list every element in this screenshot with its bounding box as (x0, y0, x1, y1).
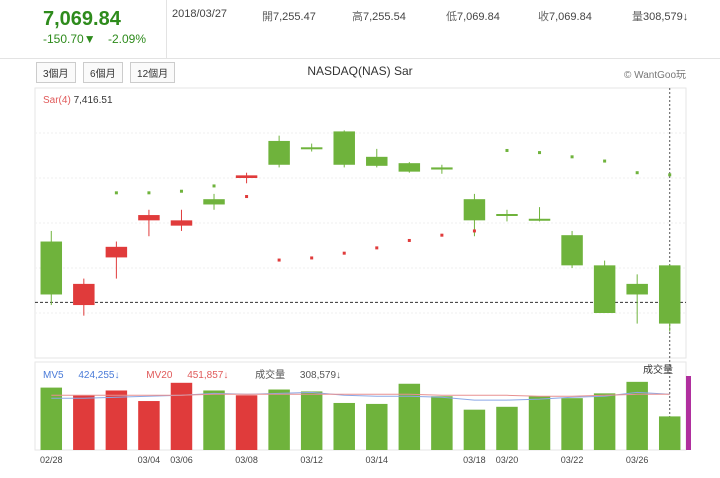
volume-bar (105, 390, 128, 450)
quote-summary: 7,069.84 -150.70▼ -2.09% (0, 0, 167, 58)
sar-dot (277, 258, 281, 262)
ma20-legend: MV20 451,857↓ (146, 370, 229, 381)
sar-dot (538, 151, 542, 155)
quote-open: 開7,255.47 (262, 11, 316, 23)
x-tick-label: 03/22 (561, 455, 584, 465)
volume-bar (138, 401, 160, 450)
sar-dot (245, 195, 249, 199)
candle-body (463, 199, 486, 221)
x-tick-label: 03/26 (626, 455, 649, 465)
volume-bar (528, 396, 551, 450)
sar-dot (472, 229, 476, 233)
sar-dot (603, 159, 607, 163)
volume-bar (268, 389, 290, 450)
candle-body (138, 215, 160, 221)
chart-title: NASDAQ(NAS) Sar (307, 64, 413, 78)
range-3m-button[interactable]: 3個月 (36, 62, 76, 83)
candle-body (626, 283, 648, 295)
volume-legend: MV5 424,255↓ MV20 451,857↓ 成交量 308,579↓ (43, 366, 365, 381)
sar-legend-value: 7,416.51 (73, 95, 113, 106)
sar-dot (440, 233, 444, 237)
volume-bar (73, 395, 95, 450)
volume-bar (463, 409, 486, 450)
quote-header: 7,069.84 -150.70▼ -2.09% 2018/03/27 開7,2… (0, 0, 720, 59)
candle-body (203, 199, 225, 205)
quote-price: 7,069.84 (43, 8, 121, 30)
candle-body (658, 265, 681, 324)
volume-scroll-indicator (686, 376, 691, 450)
candle-body (593, 265, 616, 313)
quote-high: 高7,255.54 (352, 11, 406, 23)
candle-body (431, 167, 453, 170)
candle-body (398, 163, 421, 172)
candle-body (40, 241, 63, 295)
sar-legend: Sar(4) 7,416.51 (43, 95, 113, 106)
quote-change: -150.70▼ (43, 32, 96, 46)
x-tick-label: 03/04 (138, 455, 161, 465)
sar-dot (635, 171, 639, 175)
volume-bar (40, 387, 63, 450)
x-tick-label: 03/12 (300, 455, 323, 465)
volume-bar (366, 403, 388, 450)
range-6m-button[interactable]: 6個月 (83, 62, 123, 83)
volume-bar (300, 391, 323, 450)
sar-dot (310, 256, 314, 260)
range-12m-button[interactable]: 12個月 (130, 62, 176, 83)
quote-low: 低7,069.84 (446, 11, 500, 23)
volume-bar (561, 398, 583, 450)
volume-axis-label: 成交量 (643, 365, 673, 376)
x-tick-label: 03/18 (463, 455, 486, 465)
volume-bar (626, 381, 648, 450)
volume-bar (235, 395, 258, 450)
candle-body (235, 175, 258, 178)
candle-body (528, 218, 551, 221)
volume-bar (496, 406, 518, 450)
volume-bar (593, 393, 616, 450)
quote-date: 2018/03/27 (172, 8, 228, 20)
x-tick-label: 03/20 (496, 455, 519, 465)
candle-body (268, 140, 290, 165)
quote-change-pct: -2.09% (108, 32, 147, 46)
range-selector: 3個月 6個月 12個月 (36, 62, 178, 83)
quote-close: 收7,069.84 (538, 11, 592, 23)
candle-body (561, 235, 583, 266)
x-tick-label: 02/28 (40, 455, 63, 465)
volume-bar (658, 416, 681, 450)
sar-dot (407, 238, 411, 242)
sar-dot (114, 191, 118, 195)
candle-body (496, 214, 518, 216)
candle-body (333, 131, 355, 165)
sar-dot (179, 189, 183, 193)
brand-watermark: © WantGoo玩 (624, 70, 687, 81)
volume-legend-item: 成交量 308,579↓ (255, 370, 342, 381)
candle-body (300, 147, 323, 150)
x-tick-label: 03/06 (170, 455, 193, 465)
sar-dot (668, 173, 672, 177)
ma20-line (51, 393, 670, 397)
volume-bar (170, 382, 193, 450)
sar-dot (505, 148, 509, 152)
sar-dot (375, 246, 379, 250)
volume-bar (431, 396, 453, 450)
volume-bar (333, 402, 355, 450)
candle-body (366, 156, 388, 166)
volume-bar (398, 383, 421, 450)
candle-body (73, 283, 95, 306)
sar-legend-name: Sar(4) (43, 95, 71, 106)
quote-volume: 量308,579↓ (632, 11, 689, 23)
x-tick-label: 03/08 (235, 455, 258, 465)
ma5-legend: MV5 424,255↓ (43, 370, 120, 381)
candle-body (105, 246, 128, 258)
sar-dot (212, 184, 216, 188)
sar-dot (147, 191, 151, 195)
sar-dot (342, 251, 346, 255)
sar-dot (570, 155, 574, 159)
x-tick-label: 03/14 (366, 455, 389, 465)
candle-body (170, 220, 193, 226)
volume-bar (203, 390, 225, 450)
volume-panel-frame (34, 361, 687, 451)
ma5-line (51, 391, 670, 401)
